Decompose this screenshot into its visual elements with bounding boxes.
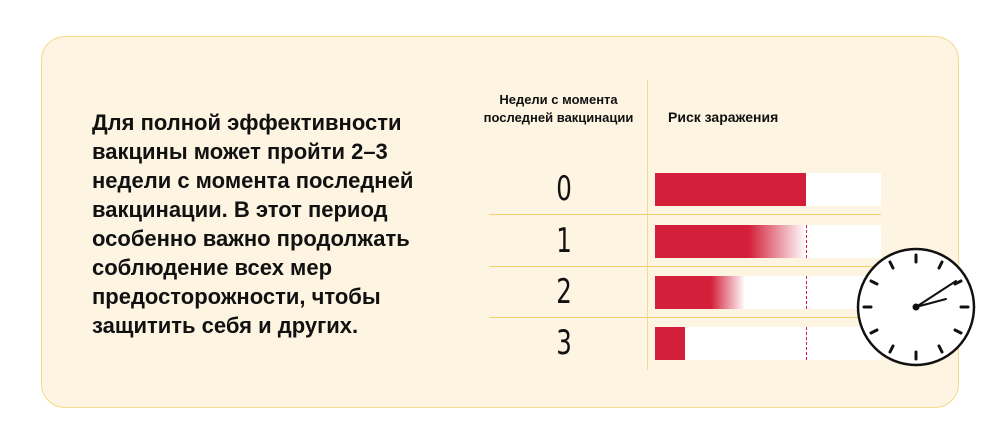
column-divider [647,80,648,370]
reference-line [806,327,807,360]
risk-bar [655,173,806,206]
week-label: 3 [556,323,572,363]
risk-bar-track [655,225,881,258]
risk-bar [655,327,685,360]
week-label: 2 [556,272,572,312]
clock-icon [856,247,976,367]
risk-row: 2 [489,267,881,317]
row-separator [489,214,881,215]
week-label: 1 [556,221,572,261]
risk-bar [655,225,806,258]
risk-bar-track [655,327,881,360]
description-text: Для полной эффективности вакцины может п… [92,110,414,338]
row-separator [489,266,881,267]
risk-bar-track [655,276,881,309]
risk-column-header: Риск заражения [668,109,779,125]
weeks-column-header: Недели с момента последней вакцинации [483,92,634,125]
week-label: 0 [556,169,572,209]
risk-bar-track [655,173,881,206]
risk-row: 1 [489,216,881,266]
risk-row: 3 [489,318,881,368]
risk-row: 0 [489,164,881,214]
row-separator [489,317,881,318]
reference-line [806,225,807,258]
reference-line [806,276,807,309]
risk-bar [655,276,745,309]
